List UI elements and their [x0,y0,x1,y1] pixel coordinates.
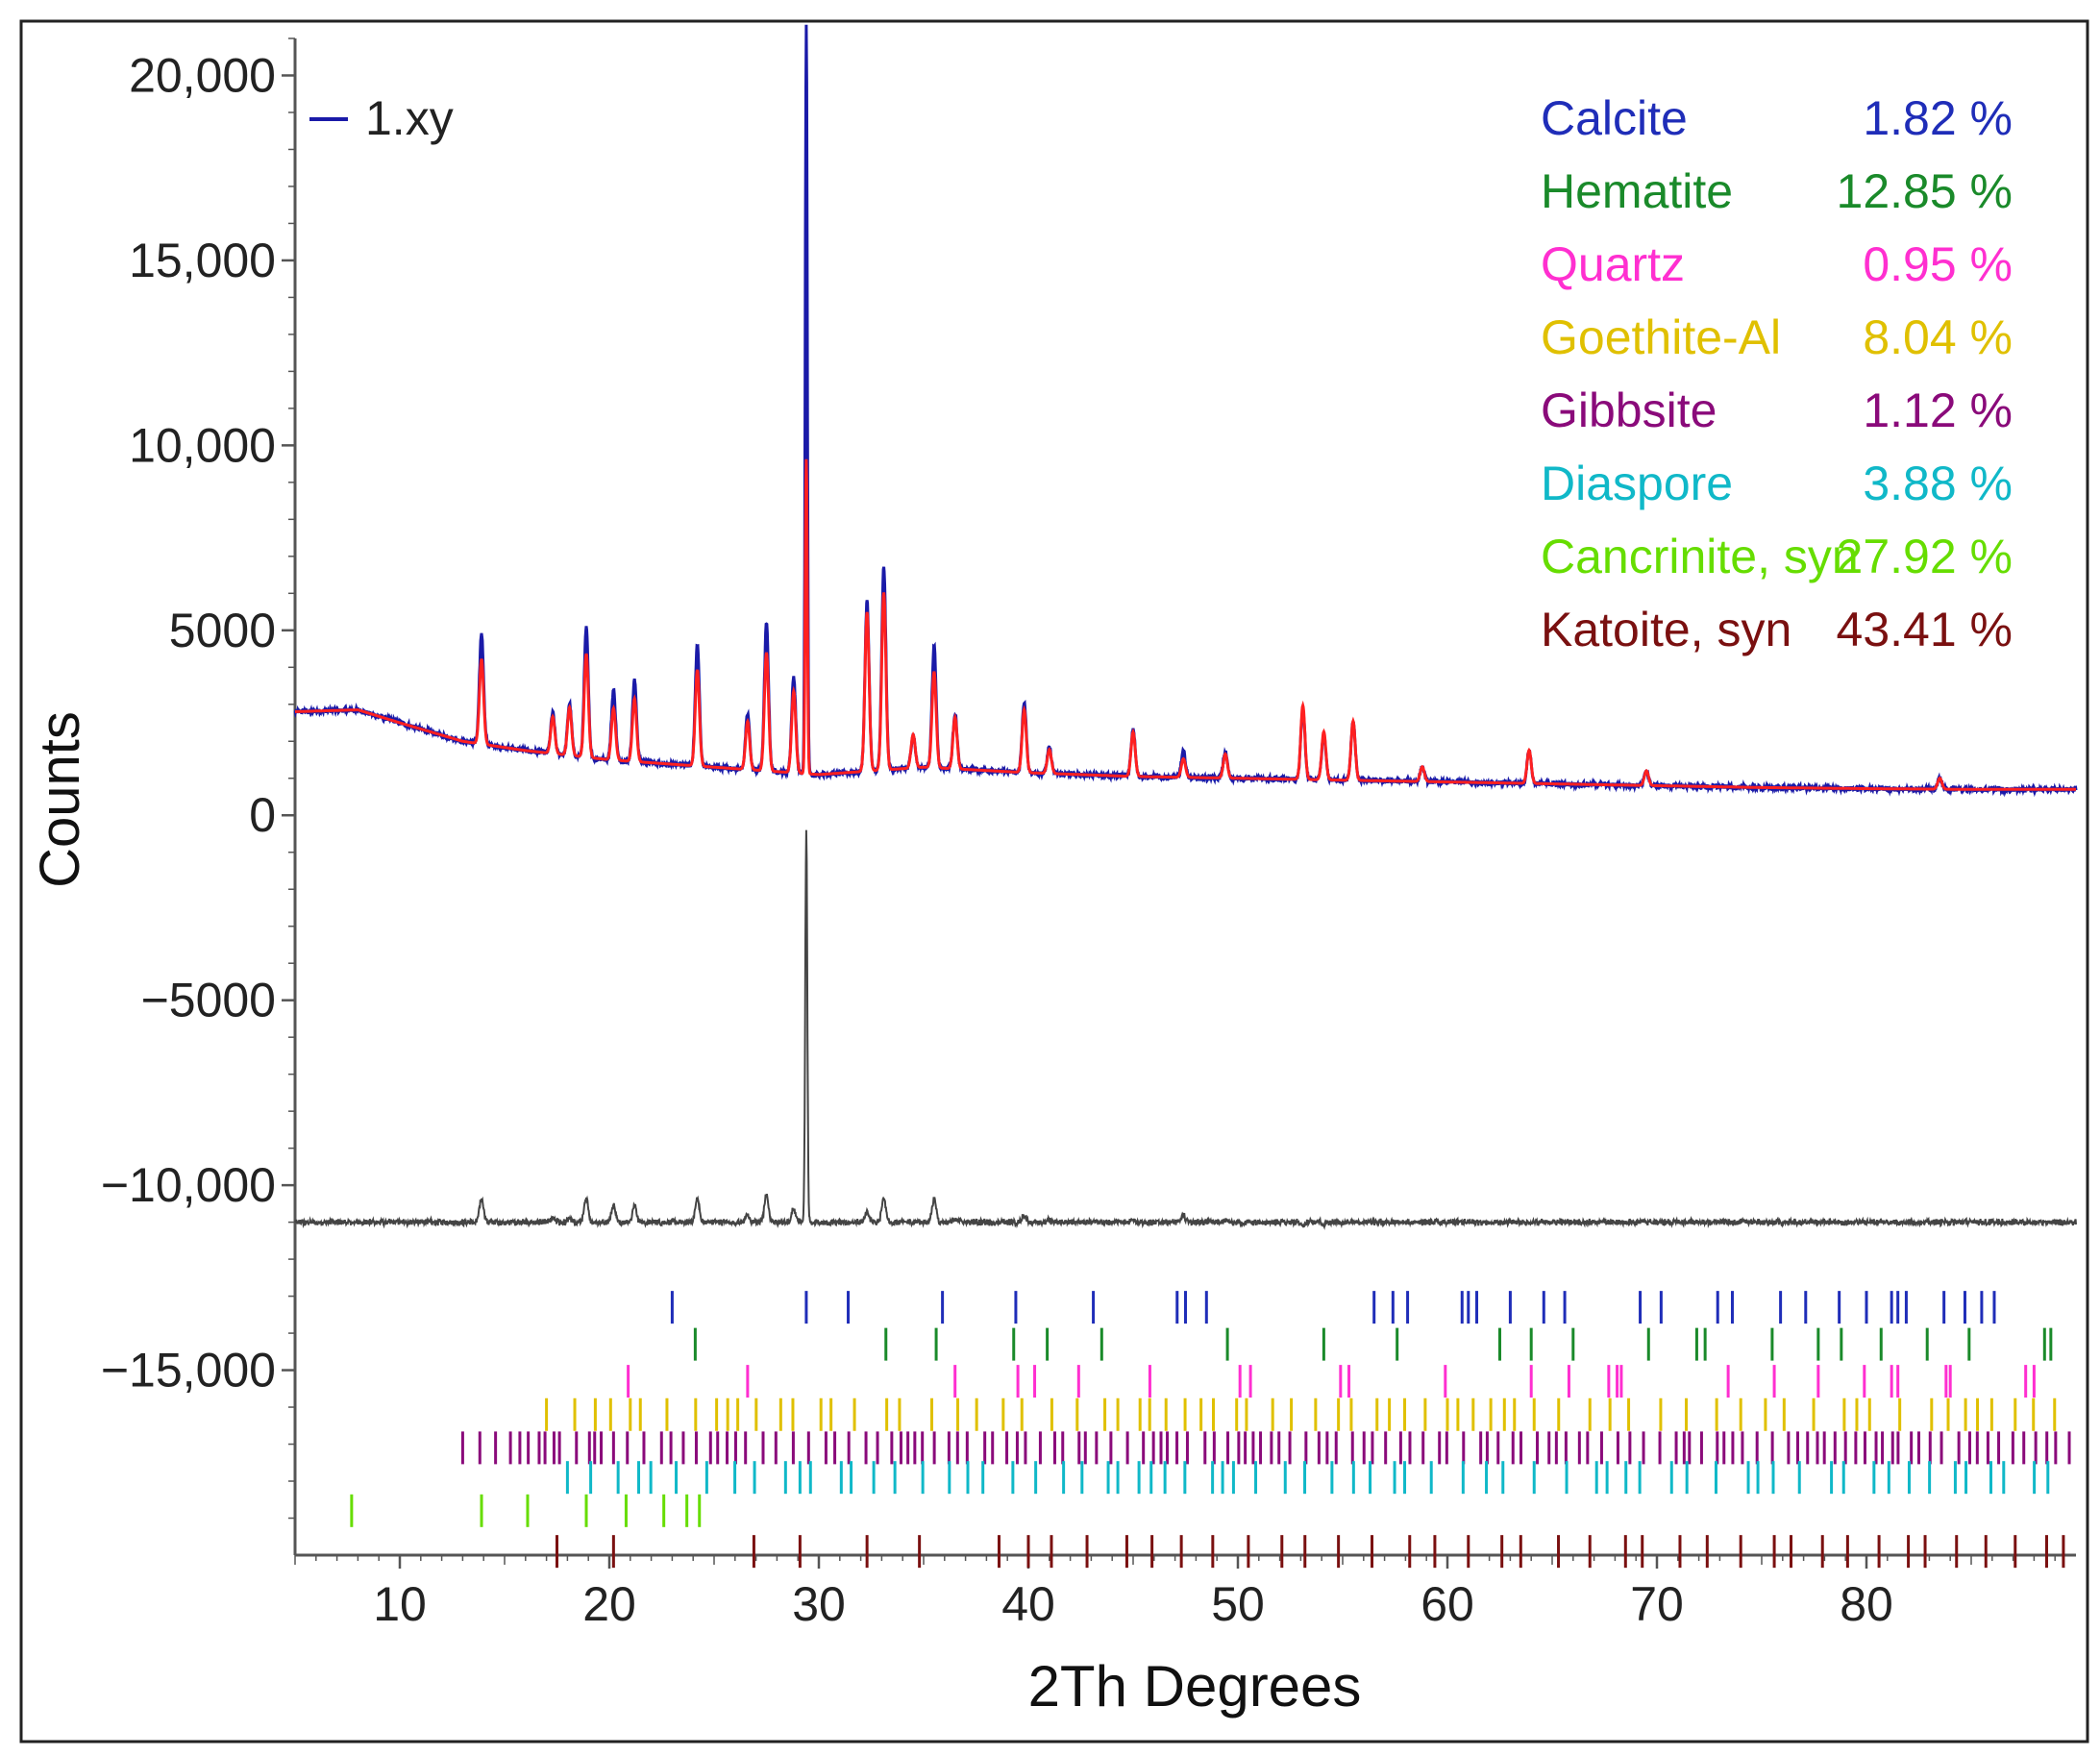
x-tick-label: 60 [1421,1577,1474,1631]
y-axis-title: Counts [29,711,91,888]
phase-percent: 12.85 % [1837,164,2013,218]
phase-percent: 8.04 % [1863,310,2013,364]
x-tick-label: 80 [1840,1577,1893,1631]
legend-label: 1.xy [365,91,454,145]
legend: 1.xy [309,91,454,145]
phase-percent: 0.95 % [1863,237,2013,291]
phase-percent: 1.82 % [1863,91,2013,145]
calculated-line [295,458,2076,791]
phase-name: Quartz [1541,237,1685,291]
x-tick-label: 50 [1211,1577,1265,1631]
x-tick-label: 30 [792,1577,846,1631]
x-tick-label: 10 [373,1577,427,1631]
phase-percent: 3.88 % [1863,457,2013,510]
y-tick-label: 0 [249,788,276,842]
plot-lines [293,24,2078,1230]
y-tick-label: −15,000 [101,1344,276,1397]
phase-name: Hematite [1541,164,1733,218]
phase-name: Cancrinite, syn [1541,530,1859,583]
x-tick-label: 70 [1630,1577,1684,1631]
y-tick-label: 10,000 [129,418,276,472]
x-axis-title: 2Th Degrees [1028,1654,1362,1719]
phase-name: Katoite, syn [1541,603,1791,656]
phase-percent: 27.92 % [1837,530,2013,583]
x-tick-label: 20 [582,1577,636,1631]
y-tick-label: 20,000 [129,48,276,102]
phase-name: Diaspore [1541,457,1733,510]
y-tick-label: −5000 [141,974,276,1027]
y-tick-label: −10,000 [101,1158,276,1212]
y-axis: 20,000 15,000 10,000 5000 0 −5000 −10,000 −15,0… [101,37,297,1555]
phase-percent: 43.41 % [1837,603,2013,656]
y-tick-label: 15,000 [129,234,276,287]
phase-reflection-ticks [350,1291,2071,1569]
phase-legend: Calcite 1.82 % Hematite 12.85 % Quartz 0.95 %… [1541,91,2013,656]
difference-line [294,829,2077,1230]
x-axis: 10 20 30 40 50 60 70 80 [294,1553,2076,1631]
y-tick-label: 5000 [169,604,276,657]
phase-name: Goethite-Al [1541,310,1781,364]
observed-line [293,24,2078,798]
figure-frame [19,19,2089,1744]
phase-percent: 1.12 % [1863,383,2013,437]
x-tick-label: 40 [1001,1577,1055,1631]
phase-name: Calcite [1541,91,1688,145]
phase-name: Gibbsite [1541,383,1717,437]
